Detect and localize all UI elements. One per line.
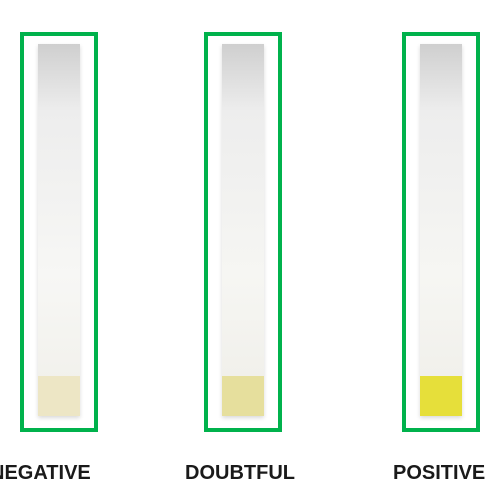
sample-pad <box>420 376 462 416</box>
test-strip <box>222 44 264 416</box>
test-strip <box>38 44 80 416</box>
test-strip-panel-2 <box>402 32 480 432</box>
result-frame <box>204 32 282 432</box>
test-strip-panel-0 <box>20 32 98 432</box>
sample-pad <box>222 376 264 416</box>
result-frame <box>402 32 480 432</box>
sample-pad <box>38 376 80 416</box>
test-strip <box>420 44 462 416</box>
result-label: DOUBTFUL <box>185 462 295 485</box>
test-strip-panel-1 <box>204 32 282 432</box>
result-label: POSITIVE <box>393 462 485 485</box>
result-frame <box>20 32 98 432</box>
result-label: NEGATIVE <box>0 462 91 485</box>
